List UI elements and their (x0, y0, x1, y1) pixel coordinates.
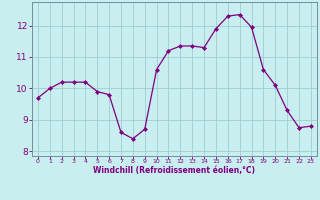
X-axis label: Windchill (Refroidissement éolien,°C): Windchill (Refroidissement éolien,°C) (93, 166, 255, 175)
